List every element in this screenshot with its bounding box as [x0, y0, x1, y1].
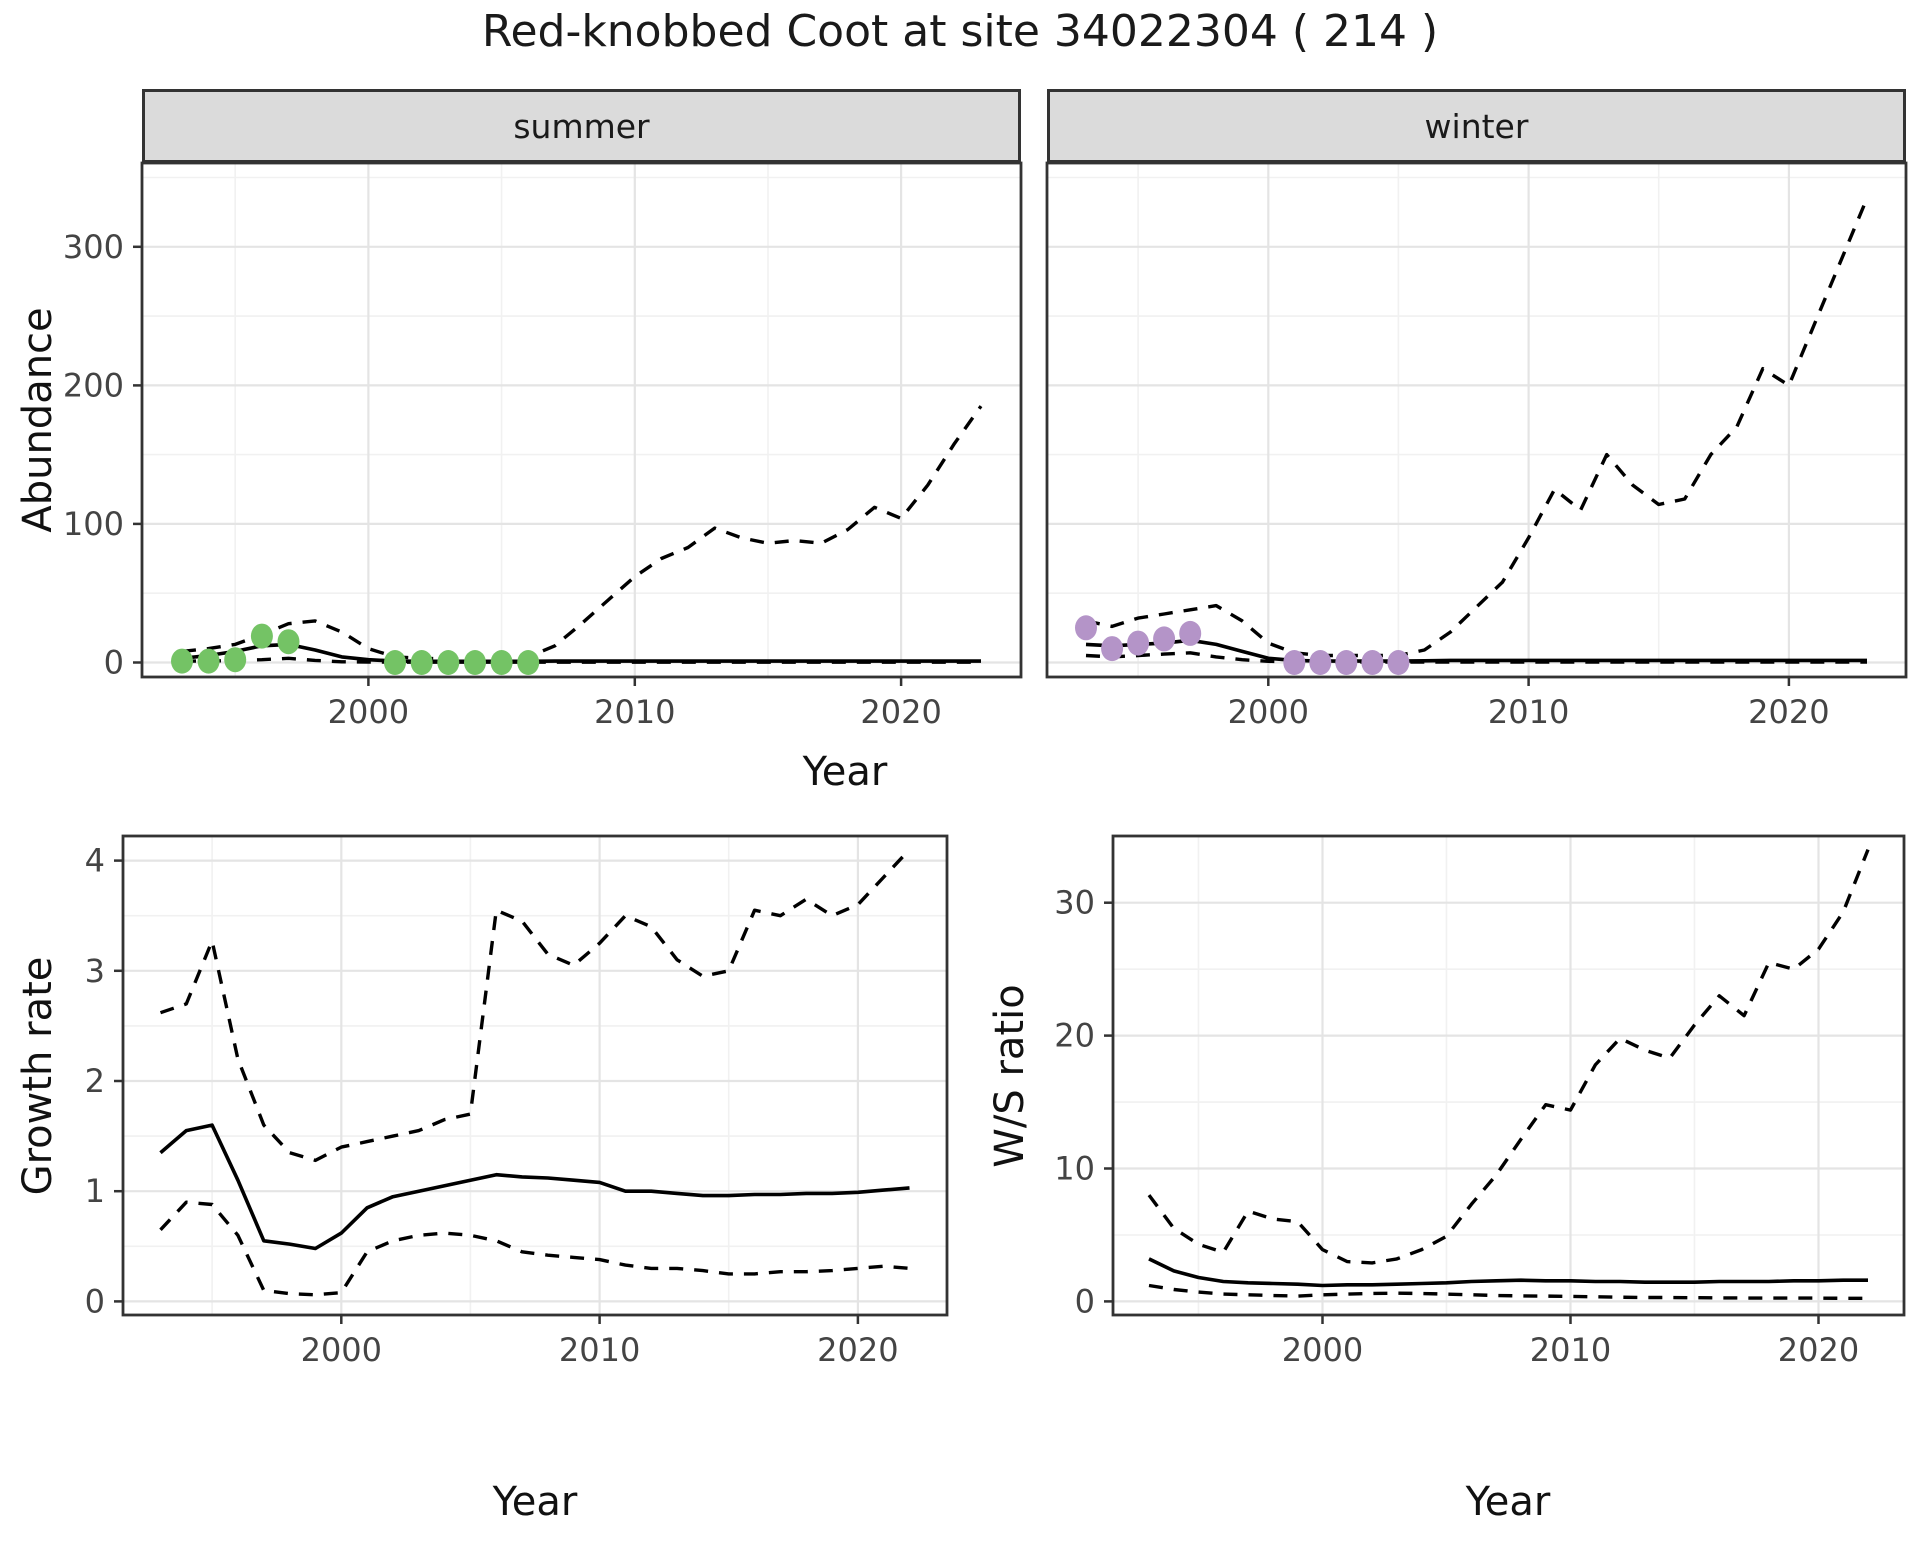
summer-observed-count-point [490, 650, 513, 675]
y-axis-tick-label: 4 [85, 842, 105, 880]
summer-observed-count-point [171, 648, 193, 674]
y-axis-title-growth-rate: Growth rate [15, 956, 61, 1196]
winter-observed-count-point [1127, 630, 1150, 656]
y-axis-tick-label: 30 [1054, 884, 1095, 922]
winter-observed-count-point [1075, 615, 1097, 641]
summer-observed-count-point [410, 650, 433, 675]
summer-observed-count-point [384, 650, 406, 675]
ws-modelled-median-line [1148, 1257, 1868, 1288]
x-axis-tick-label: 2000 [1228, 693, 1309, 731]
winter-observed-count-point [1361, 650, 1384, 675]
y-axis-tick-label: 10 [1054, 1150, 1095, 1188]
panel-border [1045, 161, 1908, 679]
summer-observed-count-point [277, 629, 300, 655]
y-axis-tick-label: 100 [63, 505, 124, 543]
x-axis-tick-label: 2000 [301, 1331, 382, 1369]
y-axis-tick-label: 20 [1054, 1017, 1095, 1055]
x-axis-tick-label: 2020 [860, 693, 941, 731]
y-axis-tick-label: 3 [85, 952, 105, 990]
winter-observed-count-point [1179, 620, 1202, 646]
panel-summer: 2000 2010 2020 0 100 200 300 [63, 161, 1023, 731]
figure-title: Red-knobbed Coot at site 34022304 ( 214 … [481, 6, 1439, 57]
panel-ws: 2000 2010 2020 0 10 20 30 [1054, 834, 1906, 1369]
summer-upper-95ci-line [181, 405, 983, 661]
panel-growth: 2000 2010 2020 0 1 2 3 4 [85, 834, 949, 1369]
x-axis-title-year-growth: Year [492, 1479, 578, 1525]
facet-strip-winter-label: winter [1424, 106, 1529, 146]
x-axis-tick-label: 2020 [817, 1331, 898, 1369]
summer-observed-count-point [197, 648, 220, 674]
x-axis-tick-label: 2010 [1530, 1331, 1611, 1369]
growth-lower-95ci-line [159, 1200, 910, 1297]
panel-background [123, 836, 947, 1315]
winter-observed-count-point [1387, 650, 1410, 675]
panel-border [140, 161, 1023, 679]
x-axis-tick-label: 2020 [1748, 693, 1829, 731]
winter-observed-count-point [1153, 626, 1176, 652]
y-axis-tick-label: 0 [85, 1282, 105, 1320]
summer-modelled-median-line [181, 642, 981, 664]
growth-modelled-median-line [159, 1123, 910, 1251]
winter-observed-count-point [1101, 636, 1124, 662]
x-axis-tick-label: 2010 [594, 693, 675, 731]
facet-strip-winter: winter [1047, 89, 1906, 163]
y-axis-tick-label: 200 [63, 366, 124, 404]
winter-observed-count-point [1335, 650, 1358, 675]
panel-background [1113, 836, 1904, 1315]
y-axis-tick-label: 2 [85, 1062, 105, 1100]
x-axis-tick-label: 2010 [559, 1331, 640, 1369]
y-axis-tick-label: 0 [1075, 1282, 1095, 1320]
summer-observed-count-point [464, 650, 486, 675]
summer-observed-count-point [224, 647, 247, 673]
y-axis-title-ws-ratio: W/S ratio [987, 984, 1033, 1168]
winter-upper-95ci-line [1085, 197, 1869, 658]
facet-strip-summer-label: summer [513, 106, 650, 146]
winter-observed-count-point [1309, 650, 1332, 675]
x-axis-tick-label: 2000 [328, 693, 409, 731]
x-axis-title-year-top: Year [802, 749, 888, 795]
y-axis-tick-label: 300 [63, 228, 124, 266]
winter-modelled-median-line [1085, 638, 1867, 663]
y-axis-tick-label: 1 [85, 1172, 105, 1210]
summer-observed-count-point [250, 623, 273, 649]
summer-lower-95ci-line [182, 656, 981, 664]
x-axis-title-year-ws: Year [1465, 1479, 1551, 1525]
ws-lower-95ci-line [1148, 1283, 1868, 1300]
x-axis-tick-label: 2010 [1488, 693, 1569, 731]
panel-background [142, 163, 1021, 677]
summer-observed-count-point [437, 650, 460, 675]
y-axis-title-abundance: Abundance [15, 307, 61, 533]
panel-winter: 2000 2010 2020 [1045, 161, 1908, 731]
summer-observed-count-point [517, 650, 540, 675]
panel-border [121, 834, 949, 1317]
x-axis-tick-label: 2020 [1778, 1331, 1859, 1369]
facet-strip-summer: summer [142, 89, 1021, 163]
panel-background [1047, 163, 1906, 677]
panel-border [1111, 834, 1906, 1317]
x-axis-tick-label: 2000 [1282, 1331, 1363, 1369]
winter-observed-count-point [1283, 650, 1306, 675]
y-axis-tick-label: 0 [104, 644, 124, 682]
